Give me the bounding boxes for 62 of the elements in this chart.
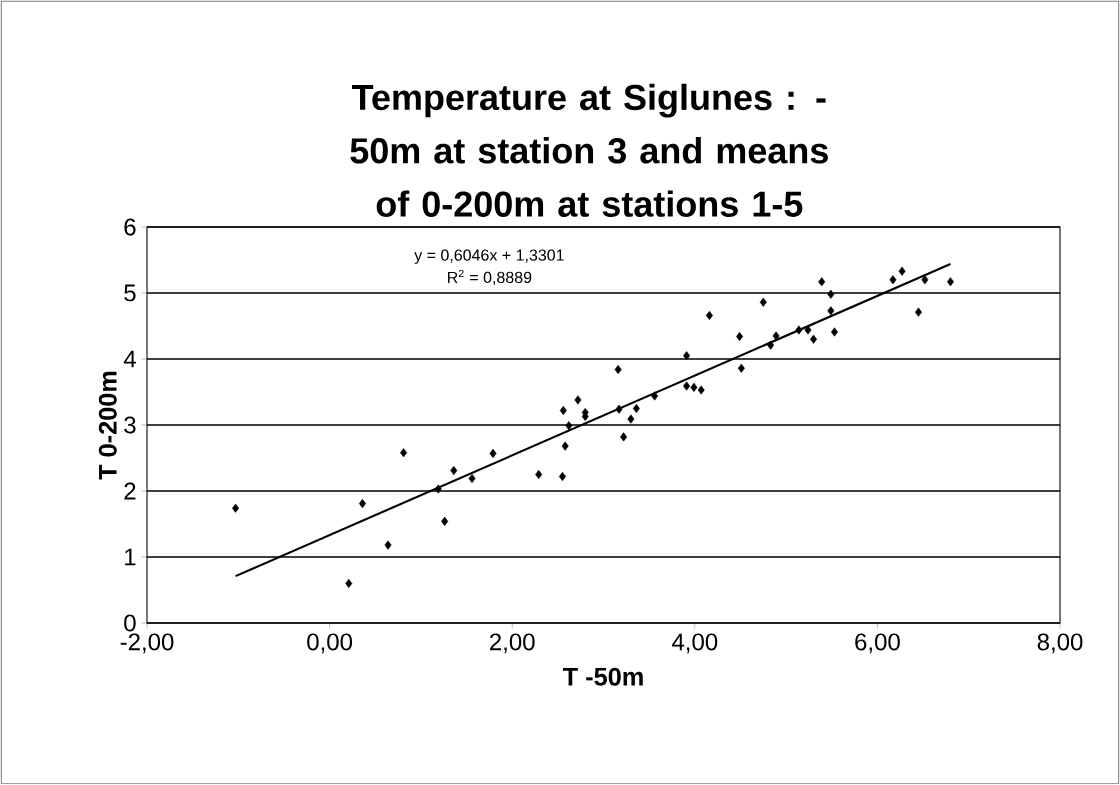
- y-axis-title: T 0-200m: [98, 371, 117, 480]
- x-tick-label: 8,00: [1037, 633, 1083, 654]
- point: [683, 381, 691, 391]
- point: [450, 466, 458, 476]
- chart-title: Temperature at Siglunes : -50m at station 3 and means of 0-200m at stations 1-5: [350, 83, 828, 217]
- point: [615, 404, 623, 414]
- point: [767, 340, 775, 350]
- point: [818, 277, 826, 287]
- point: [384, 540, 392, 550]
- point: [559, 405, 567, 416]
- x-tick-label: 2,00: [490, 633, 535, 654]
- y-tick-label: 0: [124, 614, 136, 632]
- point: [827, 306, 835, 316]
- point: [736, 332, 744, 342]
- point: [705, 310, 713, 320]
- point: [946, 277, 954, 287]
- point: [690, 382, 698, 392]
- y-tick-label: 6: [124, 218, 136, 236]
- x-tick-label: 0,00: [307, 633, 353, 654]
- annotation: R$^{2}$ = 0,8889: [448, 269, 532, 285]
- point: [697, 385, 705, 395]
- annotation: y = 0,6046x + 1,3301: [414, 249, 564, 264]
- point: [441, 516, 449, 526]
- point: [565, 421, 573, 431]
- point: [400, 448, 408, 458]
- point: [345, 578, 353, 588]
- point: [831, 327, 838, 337]
- y-tick-label: 2: [124, 482, 136, 500]
- point: [651, 391, 659, 401]
- point: [434, 484, 442, 494]
- point: [772, 331, 780, 341]
- point: [737, 363, 745, 373]
- point: [620, 432, 628, 442]
- y-tick-label: 4: [123, 350, 136, 368]
- y-tick-label: 3: [124, 416, 136, 434]
- point: [915, 307, 922, 317]
- point: [889, 275, 897, 285]
- point: [827, 289, 835, 299]
- point: [921, 275, 929, 285]
- point: [804, 325, 812, 335]
- point: [810, 334, 817, 344]
- point: [614, 365, 622, 375]
- point: [561, 441, 569, 451]
- point: [359, 499, 366, 509]
- point: [627, 414, 635, 424]
- x-axis-title: T -50m: [562, 667, 643, 686]
- x-tick-label: 6,00: [855, 633, 900, 654]
- y-tick-label: 1: [125, 548, 136, 566]
- y-tick-label: 5: [124, 284, 136, 302]
- x-tick-label: -2,00: [120, 633, 174, 654]
- point: [898, 266, 906, 276]
- point: [468, 473, 476, 483]
- point: [535, 469, 543, 480]
- point: [683, 351, 691, 361]
- point: [574, 395, 582, 405]
- point: [632, 403, 640, 414]
- x-tick-label: 4,00: [672, 633, 718, 654]
- point: [795, 325, 803, 335]
- point: [489, 448, 497, 458]
- point: [232, 503, 240, 513]
- point: [558, 471, 566, 482]
- point: [759, 297, 767, 307]
